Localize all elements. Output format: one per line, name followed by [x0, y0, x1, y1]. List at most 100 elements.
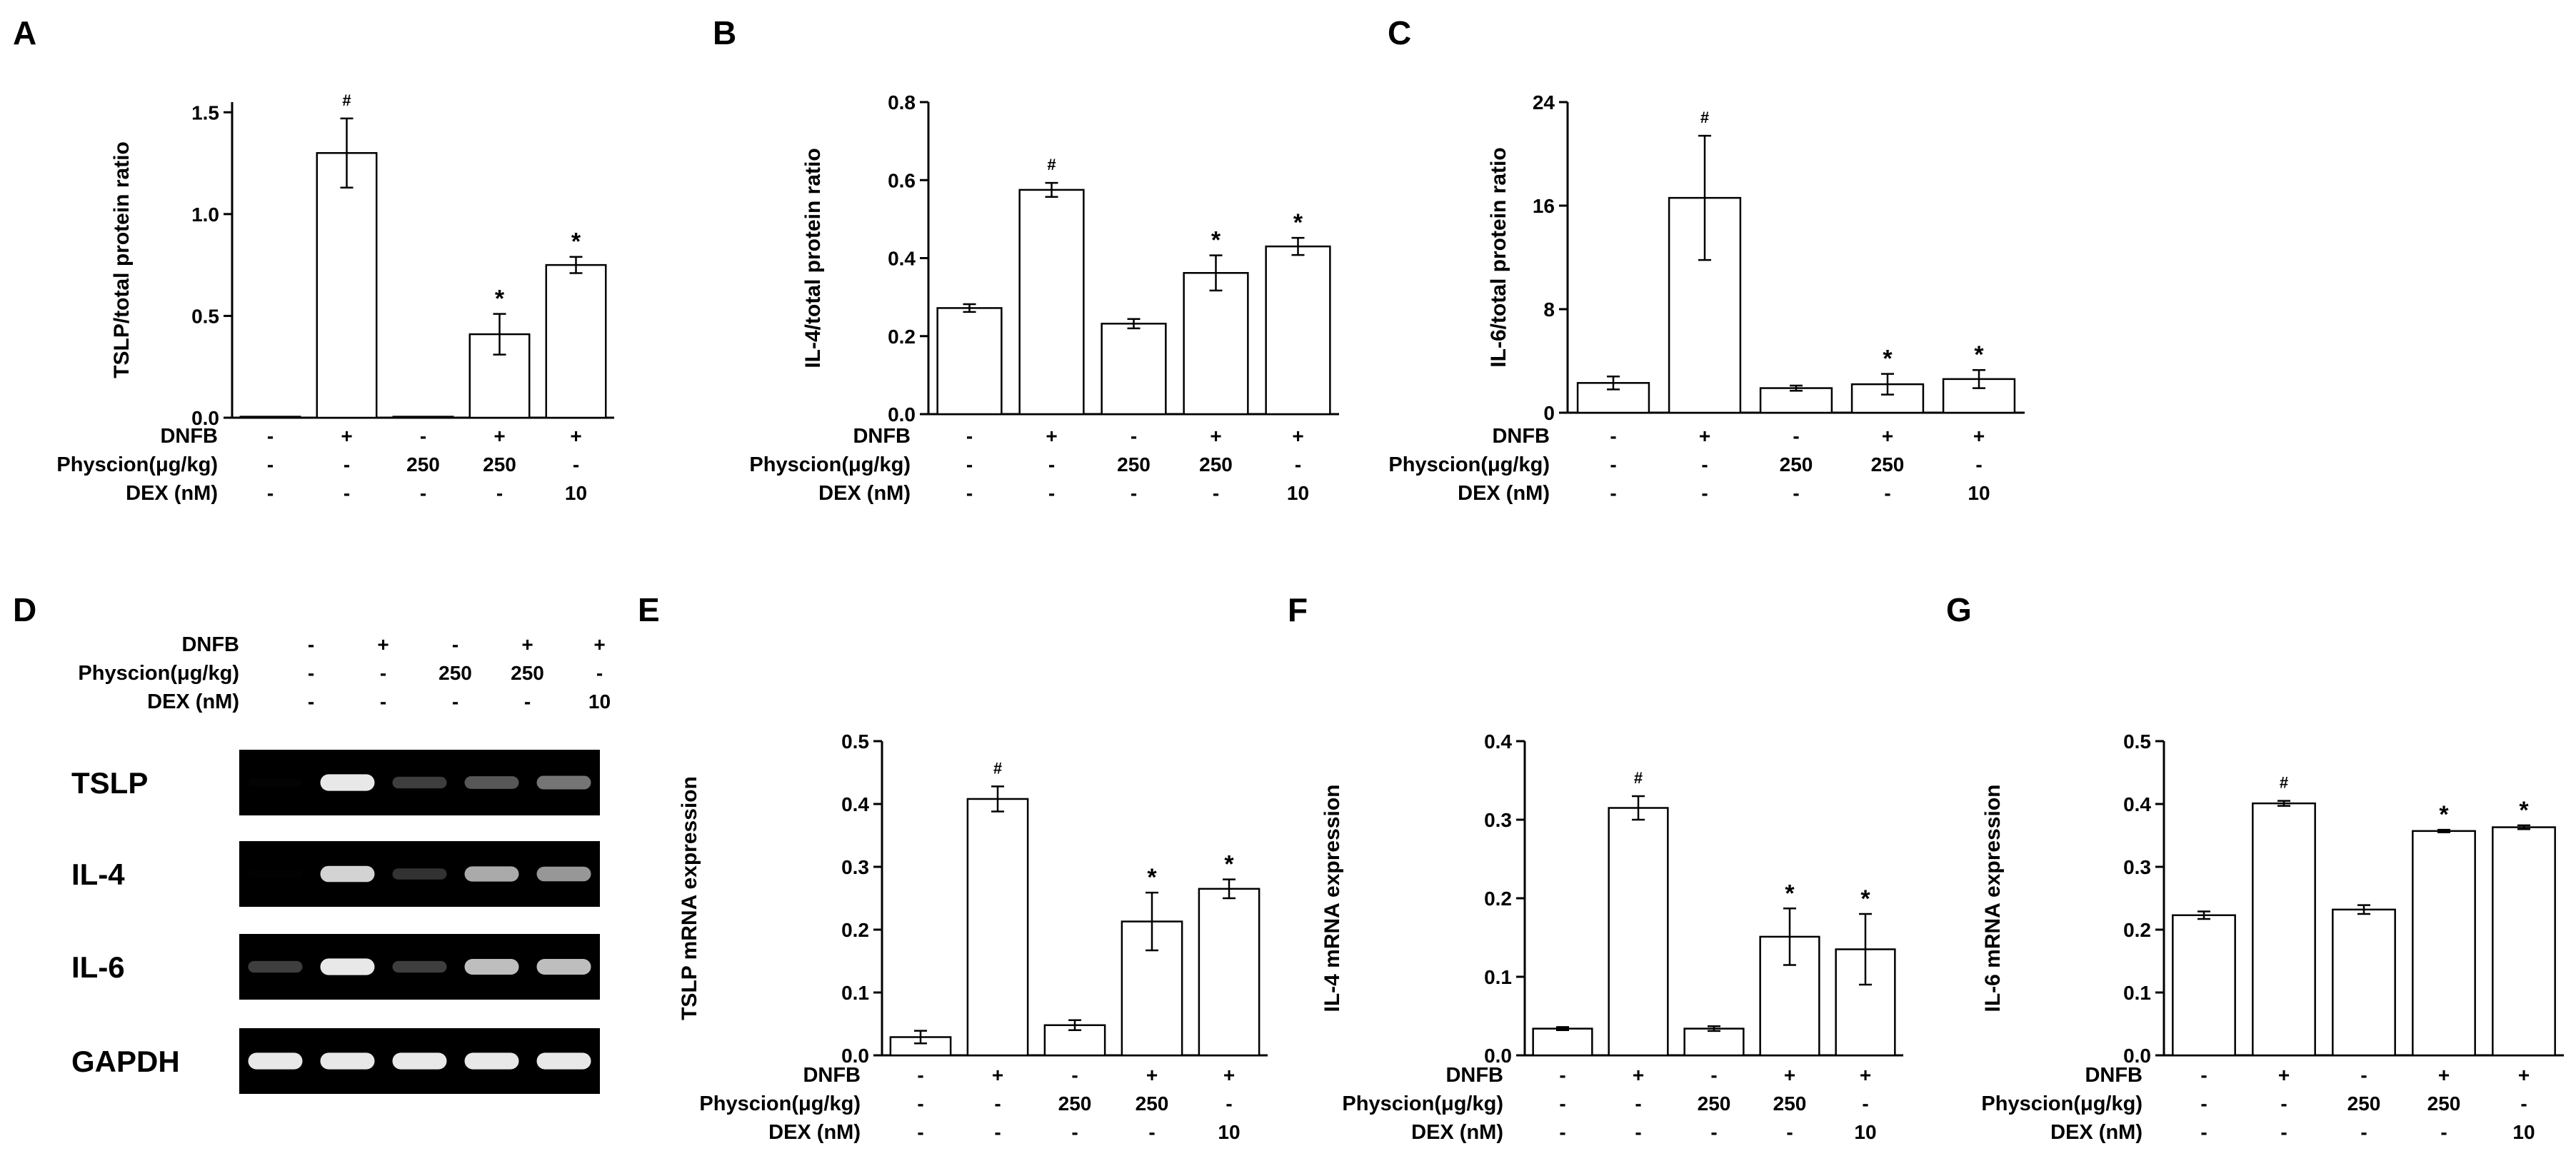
significance-mark: *	[1293, 209, 1303, 236]
condition-value: 250	[2347, 1092, 2381, 1115]
condition-value: -	[1559, 1121, 1565, 1143]
condition-value: -	[420, 482, 426, 504]
condition-value: +	[2438, 1064, 2450, 1086]
condition-label: Physcion(μg/kg)	[749, 453, 911, 476]
condition-value: -	[1635, 1092, 1641, 1115]
condition-label: DEX (nM)	[818, 482, 911, 505]
y-tick-label: 8	[1543, 298, 1555, 321]
panel-letter-c: C	[1388, 14, 1411, 51]
significance-mark: #	[993, 759, 1002, 777]
gel-band	[536, 959, 591, 975]
gel-condition-value: +	[521, 633, 533, 655]
condition-value: -	[2280, 1121, 2287, 1143]
gel-condition-value: -	[380, 662, 386, 684]
condition-value: -	[2520, 1092, 2527, 1115]
gel-condition-value: +	[593, 633, 605, 655]
condition-value: 250	[406, 453, 440, 476]
condition-value: 250	[1780, 453, 1813, 476]
condition-label: DEX (nM)	[1458, 482, 1550, 505]
y-tick-label: 0.5	[841, 730, 869, 753]
gel-band	[320, 1052, 375, 1070]
condition-value: -	[1048, 453, 1055, 476]
condition-value: +	[1860, 1064, 1871, 1086]
chart-e: 0.0 0.1 0.2 0.3 0.4 0.5 TSLP mRNA expression - -…	[678, 730, 1268, 1144]
significance-mark: *	[2519, 797, 2529, 824]
significance-mark: *	[1224, 851, 1234, 878]
condition-label: DNFB	[1492, 425, 1550, 448]
gel-band	[392, 960, 447, 973]
condition-value: -	[344, 482, 350, 504]
condition-label: DEX (nM)	[126, 482, 218, 505]
condition-label: DNFB	[853, 425, 911, 448]
gel-band	[536, 775, 591, 790]
significance-mark: *	[495, 286, 505, 313]
y-tick-label: 0.0	[191, 407, 219, 429]
y-tick-label: 0.1	[1484, 966, 1512, 988]
bar	[1608, 807, 1669, 1057]
condition-value: -	[1559, 1092, 1565, 1115]
bar	[1198, 888, 1261, 1057]
bar	[1101, 323, 1167, 416]
panel-letter-g: G	[1946, 591, 1972, 628]
significance-mark: *	[1147, 864, 1157, 891]
condition-value: 250	[2427, 1092, 2461, 1115]
gel-condition-value: -	[596, 662, 603, 684]
significance-mark: *	[1785, 880, 1795, 907]
gel-band-label: IL-4	[71, 858, 125, 891]
condition-value: -	[2200, 1092, 2207, 1115]
condition-value: -	[267, 425, 274, 447]
bar	[239, 416, 301, 419]
y-tick-label: 0.0	[1484, 1045, 1512, 1067]
y-tick-label: 0.1	[841, 982, 869, 1004]
significance-mark: #	[1047, 156, 1056, 174]
bar	[1183, 272, 1249, 416]
condition-value: -	[1710, 1121, 1717, 1143]
condition-label: DEX (nM)	[2050, 1121, 2143, 1144]
chart-c: 0 8 16 24 IL-6/total protein ratio - - - # + - - - 25…	[1388, 91, 2025, 505]
gel-band	[248, 778, 303, 787]
y-tick-label: 0.5	[2123, 730, 2151, 753]
condition-value: -	[420, 425, 426, 447]
condition-value: -	[2200, 1064, 2207, 1086]
gel-band	[248, 960, 303, 973]
condition-label: Physcion(μg/kg)	[1342, 1092, 1503, 1115]
panel-letter-b: B	[713, 14, 736, 51]
y-tick-label: 0.0	[2123, 1045, 2151, 1067]
y-tick-label: 0.6	[888, 169, 916, 191]
condition-value: -	[267, 453, 274, 476]
condition-value: -	[917, 1121, 923, 1143]
y-axis-label: TSLP mRNA expression	[678, 776, 701, 1020]
condition-value: +	[1973, 425, 1985, 447]
condition-value: +	[992, 1064, 1003, 1086]
y-tick-label: 0.8	[888, 91, 916, 114]
condition-value: -	[1701, 482, 1708, 504]
gel-condition-value: -	[380, 690, 386, 713]
chart-a: 0.0 0.5 1.0 1.5 TSLP/total protein ratio - - - #…	[56, 91, 614, 505]
gel-band	[536, 1052, 591, 1070]
y-tick-label: 0.5	[191, 305, 219, 327]
y-tick-label: 0.4	[1484, 730, 1512, 753]
condition-value: 10	[565, 482, 587, 504]
bar	[2492, 826, 2556, 1057]
condition-value: +	[1882, 425, 1893, 447]
y-axis-label: IL-4 mRNA expression	[1320, 785, 1344, 1012]
y-tick-label: 0.4	[841, 793, 869, 815]
condition-value: -	[1559, 1064, 1565, 1086]
y-tick-label: 0.2	[1484, 888, 1512, 910]
condition-value: -	[1635, 1121, 1641, 1143]
condition-value: -	[267, 482, 274, 504]
condition-value: -	[2200, 1121, 2207, 1143]
gel-condition-value: -	[452, 690, 458, 713]
bar	[1683, 1027, 1745, 1057]
bar	[2252, 802, 2316, 1057]
condition-value: +	[1046, 425, 1057, 447]
condition-value: -	[1213, 482, 1219, 504]
condition-value: +	[1223, 1064, 1235, 1086]
condition-value: -	[2360, 1064, 2367, 1086]
condition-value: -	[344, 453, 350, 476]
condition-value: 10	[1968, 482, 1990, 504]
condition-value: 250	[1199, 453, 1233, 476]
gel-condition-value: -	[308, 690, 314, 713]
significance-mark: *	[1860, 885, 1870, 913]
